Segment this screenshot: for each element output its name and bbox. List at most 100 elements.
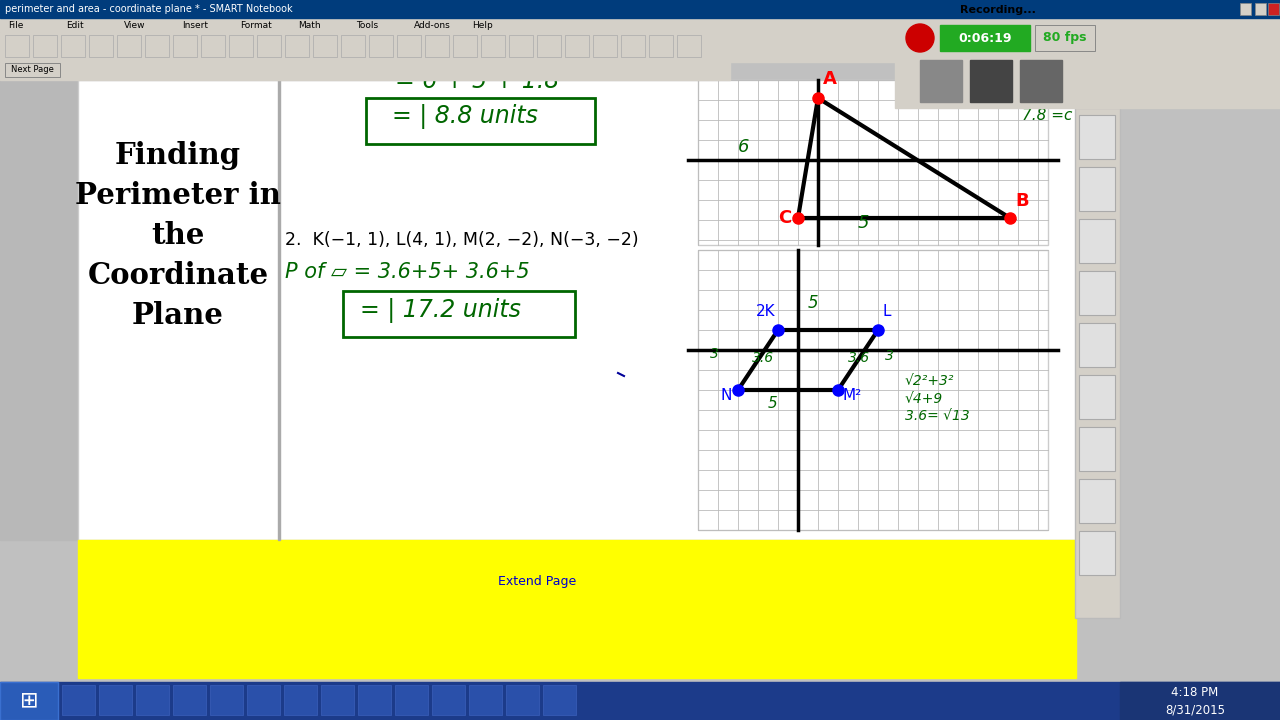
Bar — [468, 685, 502, 715]
FancyBboxPatch shape — [343, 291, 575, 337]
Text: √2²+3²: √2²+3² — [905, 374, 955, 388]
Text: Edit: Edit — [67, 20, 83, 30]
Bar — [61, 35, 84, 57]
Text: B: B — [1015, 192, 1029, 210]
Bar — [90, 35, 113, 57]
Text: = | 8.8 units: = | 8.8 units — [392, 104, 538, 129]
Bar — [99, 685, 132, 715]
Bar — [0, 18, 1280, 32]
Bar — [649, 35, 673, 57]
Bar — [0, 0, 1280, 18]
Bar — [895, 0, 1280, 108]
Text: = | 17.2 units: = | 17.2 units — [360, 298, 521, 323]
Bar — [284, 685, 317, 715]
Bar — [1120, 682, 1280, 720]
Bar — [593, 35, 617, 57]
Bar — [453, 35, 477, 57]
Text: 8/31/2015: 8/31/2015 — [1165, 703, 1225, 716]
Bar — [1079, 479, 1115, 523]
Text: √61: √61 — [1021, 90, 1051, 105]
Text: File: File — [8, 20, 23, 30]
Text: Tools: Tools — [356, 20, 378, 30]
Text: 7.8 =c: 7.8 =c — [1021, 108, 1073, 123]
Text: Perimeter in: Perimeter in — [76, 181, 280, 210]
Bar — [1079, 323, 1115, 367]
Text: 2K: 2K — [756, 304, 776, 319]
Bar — [0, 682, 58, 720]
Text: 6: 6 — [739, 138, 750, 156]
Text: Add-ons: Add-ons — [413, 20, 451, 30]
Text: C: C — [778, 209, 791, 227]
Bar — [1240, 3, 1251, 15]
Bar — [229, 35, 253, 57]
Bar — [940, 25, 1030, 51]
Text: Math: Math — [298, 20, 320, 30]
Bar — [698, 250, 1048, 530]
Bar — [5, 63, 60, 77]
Bar — [677, 35, 701, 57]
Text: the: the — [151, 220, 205, 250]
Bar — [358, 685, 390, 715]
Text: 3.6= √13: 3.6= √13 — [905, 409, 970, 423]
FancyBboxPatch shape — [366, 98, 595, 144]
Bar — [564, 35, 589, 57]
Bar — [278, 80, 280, 540]
Bar — [0, 32, 1280, 62]
Bar — [61, 685, 95, 715]
Text: 0:06:19: 0:06:19 — [959, 32, 1011, 45]
Text: 5: 5 — [858, 214, 869, 232]
Text: 5: 5 — [768, 396, 778, 411]
Bar — [1079, 115, 1115, 159]
Bar — [173, 35, 197, 57]
Bar — [340, 35, 365, 57]
Text: 3: 3 — [710, 347, 719, 361]
Text: Plane: Plane — [132, 300, 224, 330]
Bar — [481, 35, 506, 57]
Text: Format: Format — [241, 20, 271, 30]
Text: View: View — [124, 20, 146, 30]
Text: Help: Help — [472, 20, 493, 30]
Text: Extend Page: Extend Page — [498, 575, 576, 588]
Bar — [0, 80, 78, 540]
Text: L: L — [883, 304, 891, 319]
Text: ⊞: ⊞ — [19, 691, 38, 711]
Bar — [1079, 271, 1115, 315]
Text: P of ▱ = 3.6+5+ 3.6+5: P of ▱ = 3.6+5+ 3.6+5 — [285, 262, 530, 282]
Bar — [621, 35, 645, 57]
Bar — [509, 35, 532, 57]
Bar — [1036, 25, 1094, 51]
Bar — [433, 685, 465, 715]
Text: N: N — [719, 388, 731, 403]
Bar — [285, 35, 308, 57]
Text: Insert: Insert — [182, 20, 207, 30]
Bar — [698, 80, 1048, 245]
Text: A: A — [823, 70, 837, 88]
Bar — [321, 685, 355, 715]
Text: perimeter and area - coordinate plane * - SMART Notebook: perimeter and area - coordinate plane * … — [5, 4, 293, 14]
Text: 3.6+: 3.6+ — [1021, 72, 1059, 87]
Bar — [1079, 427, 1115, 471]
Bar — [0, 682, 1280, 720]
Text: Finding: Finding — [115, 140, 241, 169]
Bar — [116, 35, 141, 57]
Text: 3: 3 — [884, 349, 893, 363]
Text: √4+9: √4+9 — [905, 392, 943, 406]
Bar — [1020, 60, 1062, 102]
Bar — [396, 685, 428, 715]
Bar — [970, 60, 1012, 102]
Bar — [397, 35, 421, 57]
Bar — [173, 685, 206, 715]
Bar — [314, 35, 337, 57]
Bar — [1268, 3, 1279, 15]
Bar — [425, 35, 449, 57]
Bar — [0, 62, 730, 80]
Bar — [5, 35, 29, 57]
Bar — [1075, 108, 1120, 618]
Bar — [1079, 167, 1115, 211]
Bar — [538, 35, 561, 57]
Bar — [78, 540, 1076, 678]
Bar — [899, 2, 1277, 16]
Text: 3.6: 3.6 — [849, 351, 870, 365]
Bar — [78, 80, 1076, 540]
Bar — [136, 685, 169, 715]
